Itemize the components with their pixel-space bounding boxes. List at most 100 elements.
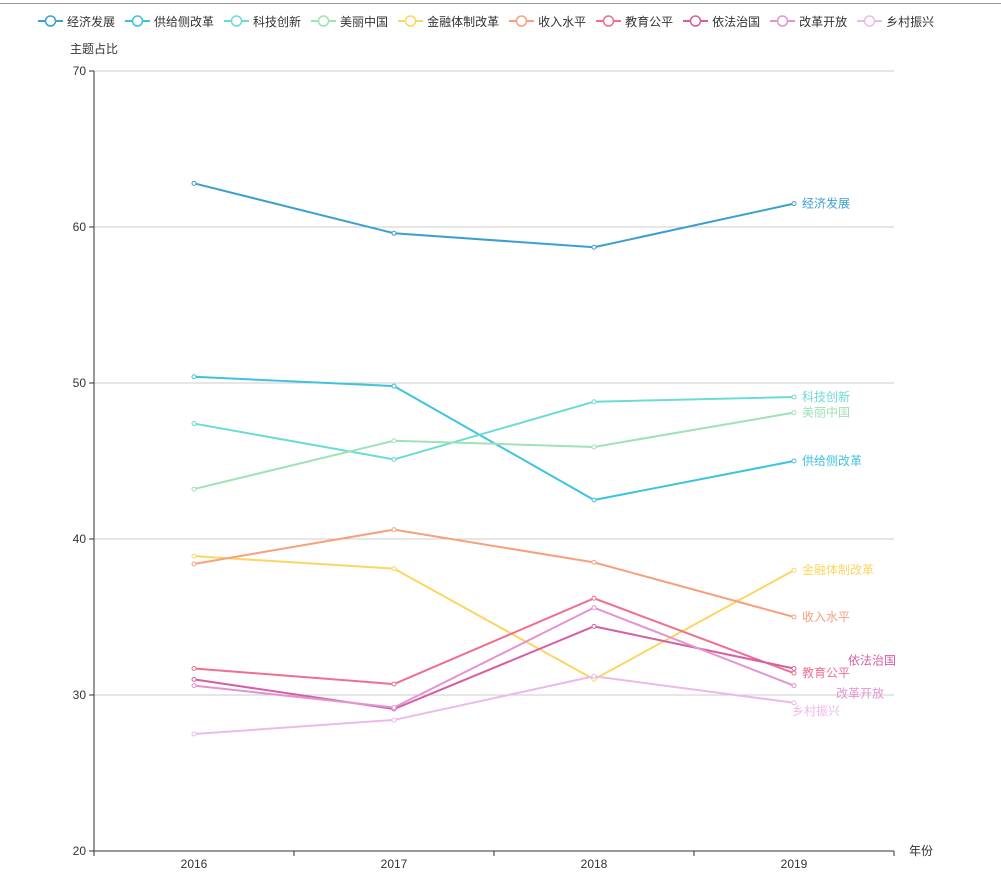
series-line [193,528,795,618]
series-end-label: 依法治国 [848,652,896,667]
data-point [791,394,797,400]
series-end-label: 科技创新 [802,389,850,404]
data-point [391,527,397,533]
legend-label: 改革开放 [799,14,848,29]
data-point [191,421,197,427]
x-tick-label: 2016 [181,857,208,871]
legend-item[interactable]: 美丽中国 [311,13,388,30]
legend-marker [863,15,876,27]
data-point [191,561,197,567]
legend-symbol-icon [596,15,622,27]
y-tick-label: 60 [73,220,87,234]
data-point [791,201,797,207]
series-line [193,606,795,709]
series-line [193,396,795,461]
legend-label: 依法治国 [712,14,761,29]
series-end-label: 收入水平 [802,610,850,624]
x-axis-title: 年份 [909,844,933,858]
series-line [193,411,795,491]
legend-symbol-icon [857,15,883,27]
series-收入水平: 收入水平 [191,527,850,624]
data-point [791,700,797,706]
x-tick-label: 2017 [381,857,408,871]
legend-item[interactable]: 教育公平 [596,13,673,30]
series-end-label: 改革开放 [836,686,884,701]
data-point [391,681,397,687]
data-point [791,458,797,464]
data-point [191,553,197,559]
data-point [391,566,397,572]
x-tick-label: 2019 [781,857,808,871]
data-point [591,673,597,679]
legend-symbol-icon [770,15,796,27]
y-axis-title: 主题占比 [70,41,118,56]
data-point [191,665,197,671]
legend-symbol-icon [683,15,709,27]
series-line [193,375,795,501]
y-tick-label: 20 [73,844,87,858]
data-point [191,731,197,737]
legend-label: 教育公平 [625,14,674,29]
series-end-label: 教育公平 [802,665,850,680]
data-point [191,676,197,682]
data-point [391,717,397,723]
legend-label: 供给侧改革 [154,14,215,29]
y-tick-label: 70 [73,64,87,78]
legend-item[interactable]: 乡村振兴 [857,13,934,30]
series-改革开放: 改革开放 [191,605,884,710]
top-rule [0,3,1001,4]
data-point [591,244,597,250]
y-tick-label: 30 [73,688,87,702]
legend-item[interactable]: 科技创新 [224,13,301,30]
legend-item[interactable]: 金融体制改革 [398,13,499,30]
data-point [191,683,197,689]
series-line [193,675,795,735]
legend-label: 乡村振兴 [886,14,935,29]
data-point [391,383,397,389]
legend-item[interactable]: 供给侧改革 [125,13,214,30]
series-教育公平: 教育公平 [191,595,850,687]
legend-marker [689,15,702,27]
legend-symbol-icon [38,15,63,27]
data-point [791,410,797,416]
legend-label: 收入水平 [538,14,587,29]
legend-symbol-icon [509,15,535,27]
series-line [193,555,795,681]
legend-item[interactable]: 收入水平 [509,13,586,30]
series-乡村振兴: 乡村振兴 [191,673,840,737]
legend-marker [131,15,144,27]
series-经济发展: 经济发展 [191,180,850,250]
legend-symbol-icon [125,15,151,27]
data-point [391,230,397,236]
series-依法治国: 依法治国 [191,623,896,712]
legend-marker [776,15,789,27]
data-point [591,399,597,405]
legend-item[interactable]: 经济发展 [38,13,115,30]
series-line [193,597,795,686]
data-point [791,670,797,676]
data-point [591,559,597,565]
legend-marker [317,15,330,27]
legend-marker [230,15,243,27]
series-供给侧改革: 供给侧改革 [191,374,862,503]
legend-item[interactable]: 改革开放 [770,13,847,30]
series-line [193,182,795,249]
data-point [591,623,597,629]
legend-symbol-icon [398,15,424,27]
data-point [391,704,397,710]
legend-label: 经济发展 [67,14,116,29]
series-美丽中国: 美丽中国 [191,405,850,492]
data-point [591,605,597,611]
legend-symbol-icon [224,15,250,27]
data-point [191,486,197,492]
legend-item[interactable]: 依法治国 [683,13,760,30]
data-point [591,595,597,601]
series-end-label: 金融体制改革 [802,562,874,577]
legend-label: 科技创新 [253,14,302,29]
y-tick-label: 50 [73,376,87,390]
data-point [191,374,197,380]
data-point [391,456,397,462]
series-end-label: 美丽中国 [802,405,850,420]
legend-symbol-icon [311,15,337,27]
